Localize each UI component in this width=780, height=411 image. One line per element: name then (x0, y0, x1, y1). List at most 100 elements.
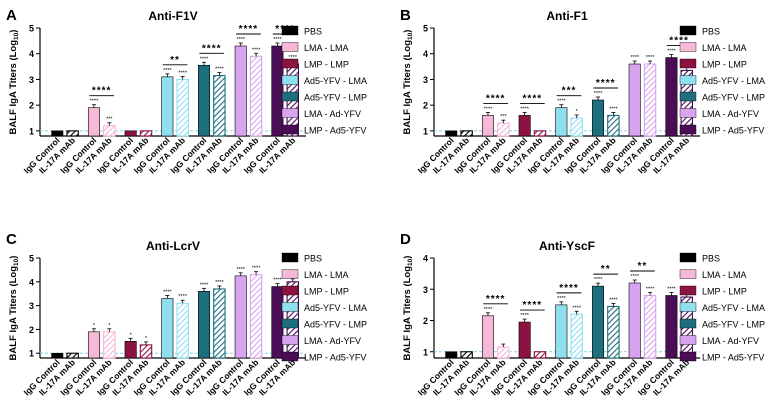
legend-label: Ad5-YFV - LMA (702, 303, 765, 313)
comparison-significance-label: **** (486, 93, 506, 104)
legend-label: LMP - Ad5-YFV (702, 353, 764, 363)
comparison-significance-label: **** (669, 36, 689, 47)
comparison-significance-label: ** (170, 55, 180, 66)
bar-significance-label: **** (594, 91, 603, 97)
y-axis-label-end: ) (8, 256, 19, 259)
bar-significance-label: * (576, 109, 579, 115)
legend-swatch (679, 335, 697, 345)
comparison-significance-label: **** (239, 24, 259, 35)
bar-significance-label: **** (520, 106, 529, 112)
bar-il17a-mab (460, 351, 473, 359)
bar-significance-label: **** (288, 55, 297, 61)
legend-panel-c: PBS LMA - LMA LMP - LMP Ad5-YFV - LMA Ad5-YF… (281, 252, 367, 363)
legend-label: LMP - LMP (702, 287, 747, 297)
legend-label: PBS (304, 254, 322, 264)
y-axis-label-end: ) (402, 256, 413, 259)
bar-significance-label: *** (500, 114, 507, 120)
bar-igg-control (481, 315, 494, 359)
legend-label: LMA - Ad-YFV (304, 336, 361, 346)
legend-label: Ad5-YFV - LMP (304, 320, 367, 330)
bar-significance-label: **** (667, 49, 676, 55)
bar-significance-label: *** (106, 117, 113, 123)
bar-significance-label: **** (163, 68, 172, 74)
bar-significance-label: **** (484, 106, 493, 112)
bar-significance-label: * (93, 323, 96, 329)
panel-label: A (6, 7, 17, 24)
legend-swatch (679, 75, 697, 85)
bar-igg-control (124, 341, 137, 359)
bar-significance-label: **** (609, 106, 618, 112)
bar-il17a-mab (213, 288, 226, 359)
bar-significance-label: **** (557, 99, 566, 105)
y-axis-label-main: BALF IgA Titers (Log (402, 40, 413, 135)
bar-il17a-mab (643, 63, 657, 137)
legend-label: LMP - Ad5-YFV (304, 353, 366, 363)
legend-swatch (679, 58, 697, 69)
comparison-significance-label: **** (559, 283, 579, 294)
legend-swatch (679, 25, 697, 36)
bar-significance-label: **** (520, 313, 529, 319)
bar-significance-label: **** (273, 278, 282, 284)
legend-swatch (281, 269, 299, 279)
legend-swatch (281, 124, 299, 135)
y-axis-label: BALF IgA Titers (Log10) (402, 256, 414, 361)
bar-igg-control (665, 57, 678, 137)
legend-label: Ad5-YFV - LMP (702, 320, 765, 330)
comparison-significance-label: ** (601, 264, 611, 275)
chart-title: Anti-YscF (539, 239, 595, 253)
legend-swatch (679, 252, 697, 263)
comparison-significance-label: **** (523, 300, 543, 311)
y-tick-label: 1 (29, 349, 34, 359)
legend-label: LMA - Ad-YFV (304, 109, 361, 119)
legend-label: PBS (304, 27, 322, 37)
bar-igg-control (198, 64, 211, 137)
comparison-significance-label: **** (523, 93, 543, 104)
legend-swatch (281, 25, 299, 36)
bar-il17a-mab (66, 352, 79, 359)
bar-il17a-mab (607, 114, 620, 137)
bar-il17a-mab (249, 274, 263, 359)
legend-panel-b: PBS LMA - LMA LMP - LMP Ad5-YFV - LMA Ad5-YF… (679, 25, 765, 136)
y-axis-label-subscript: 10 (407, 32, 414, 40)
comparison-significance-label: **** (92, 86, 112, 97)
y-tick-label: 1 (29, 126, 34, 136)
y-axis-label: BALF IgA Titers (Log10) (8, 30, 20, 135)
comparison-significance-label: **** (596, 78, 616, 89)
bar-igg-control (555, 304, 568, 359)
bar-igg-control (198, 291, 211, 359)
bar-il17a-mab (103, 125, 116, 137)
bar-igg-control (518, 321, 531, 359)
bar-igg-control (628, 282, 641, 359)
legend-swatch (281, 285, 299, 296)
panel-label: B (400, 7, 411, 24)
bar-significance-label: **** (252, 47, 261, 53)
legend-swatch (281, 108, 299, 118)
bar-il17a-mab (249, 55, 263, 137)
bar-significance-label: **** (163, 289, 172, 295)
comparison-significance-label: *** (562, 86, 577, 97)
bar-igg-control (518, 115, 531, 137)
bar-significance-label: **** (90, 99, 99, 105)
comparison-significance-label: **** (202, 43, 222, 54)
bar-igg-control (124, 130, 137, 137)
bar-il17a-mab (460, 130, 473, 137)
bar-il17a-mab (533, 130, 547, 137)
legend-swatch (281, 302, 299, 312)
legend-label: LMA - LMA (702, 270, 747, 280)
legend-swatch (281, 75, 299, 85)
y-tick-label: 1 (423, 126, 428, 136)
bar-igg-control (234, 275, 247, 359)
bar-significance-label: **** (200, 56, 209, 62)
y-axis-label-end: ) (402, 30, 413, 33)
bar-igg-control (271, 286, 284, 359)
bar-significance-label: **** (273, 37, 282, 43)
bar-significance-label: * (130, 332, 133, 338)
legend-label: LMA - Ad-YFV (702, 109, 759, 119)
legend-label: LMP - Ad5-YFV (702, 126, 764, 136)
y-tick-label: 5 (29, 254, 34, 264)
y-tick-label: 2 (423, 101, 428, 111)
bar-significance-label: **** (630, 274, 639, 280)
